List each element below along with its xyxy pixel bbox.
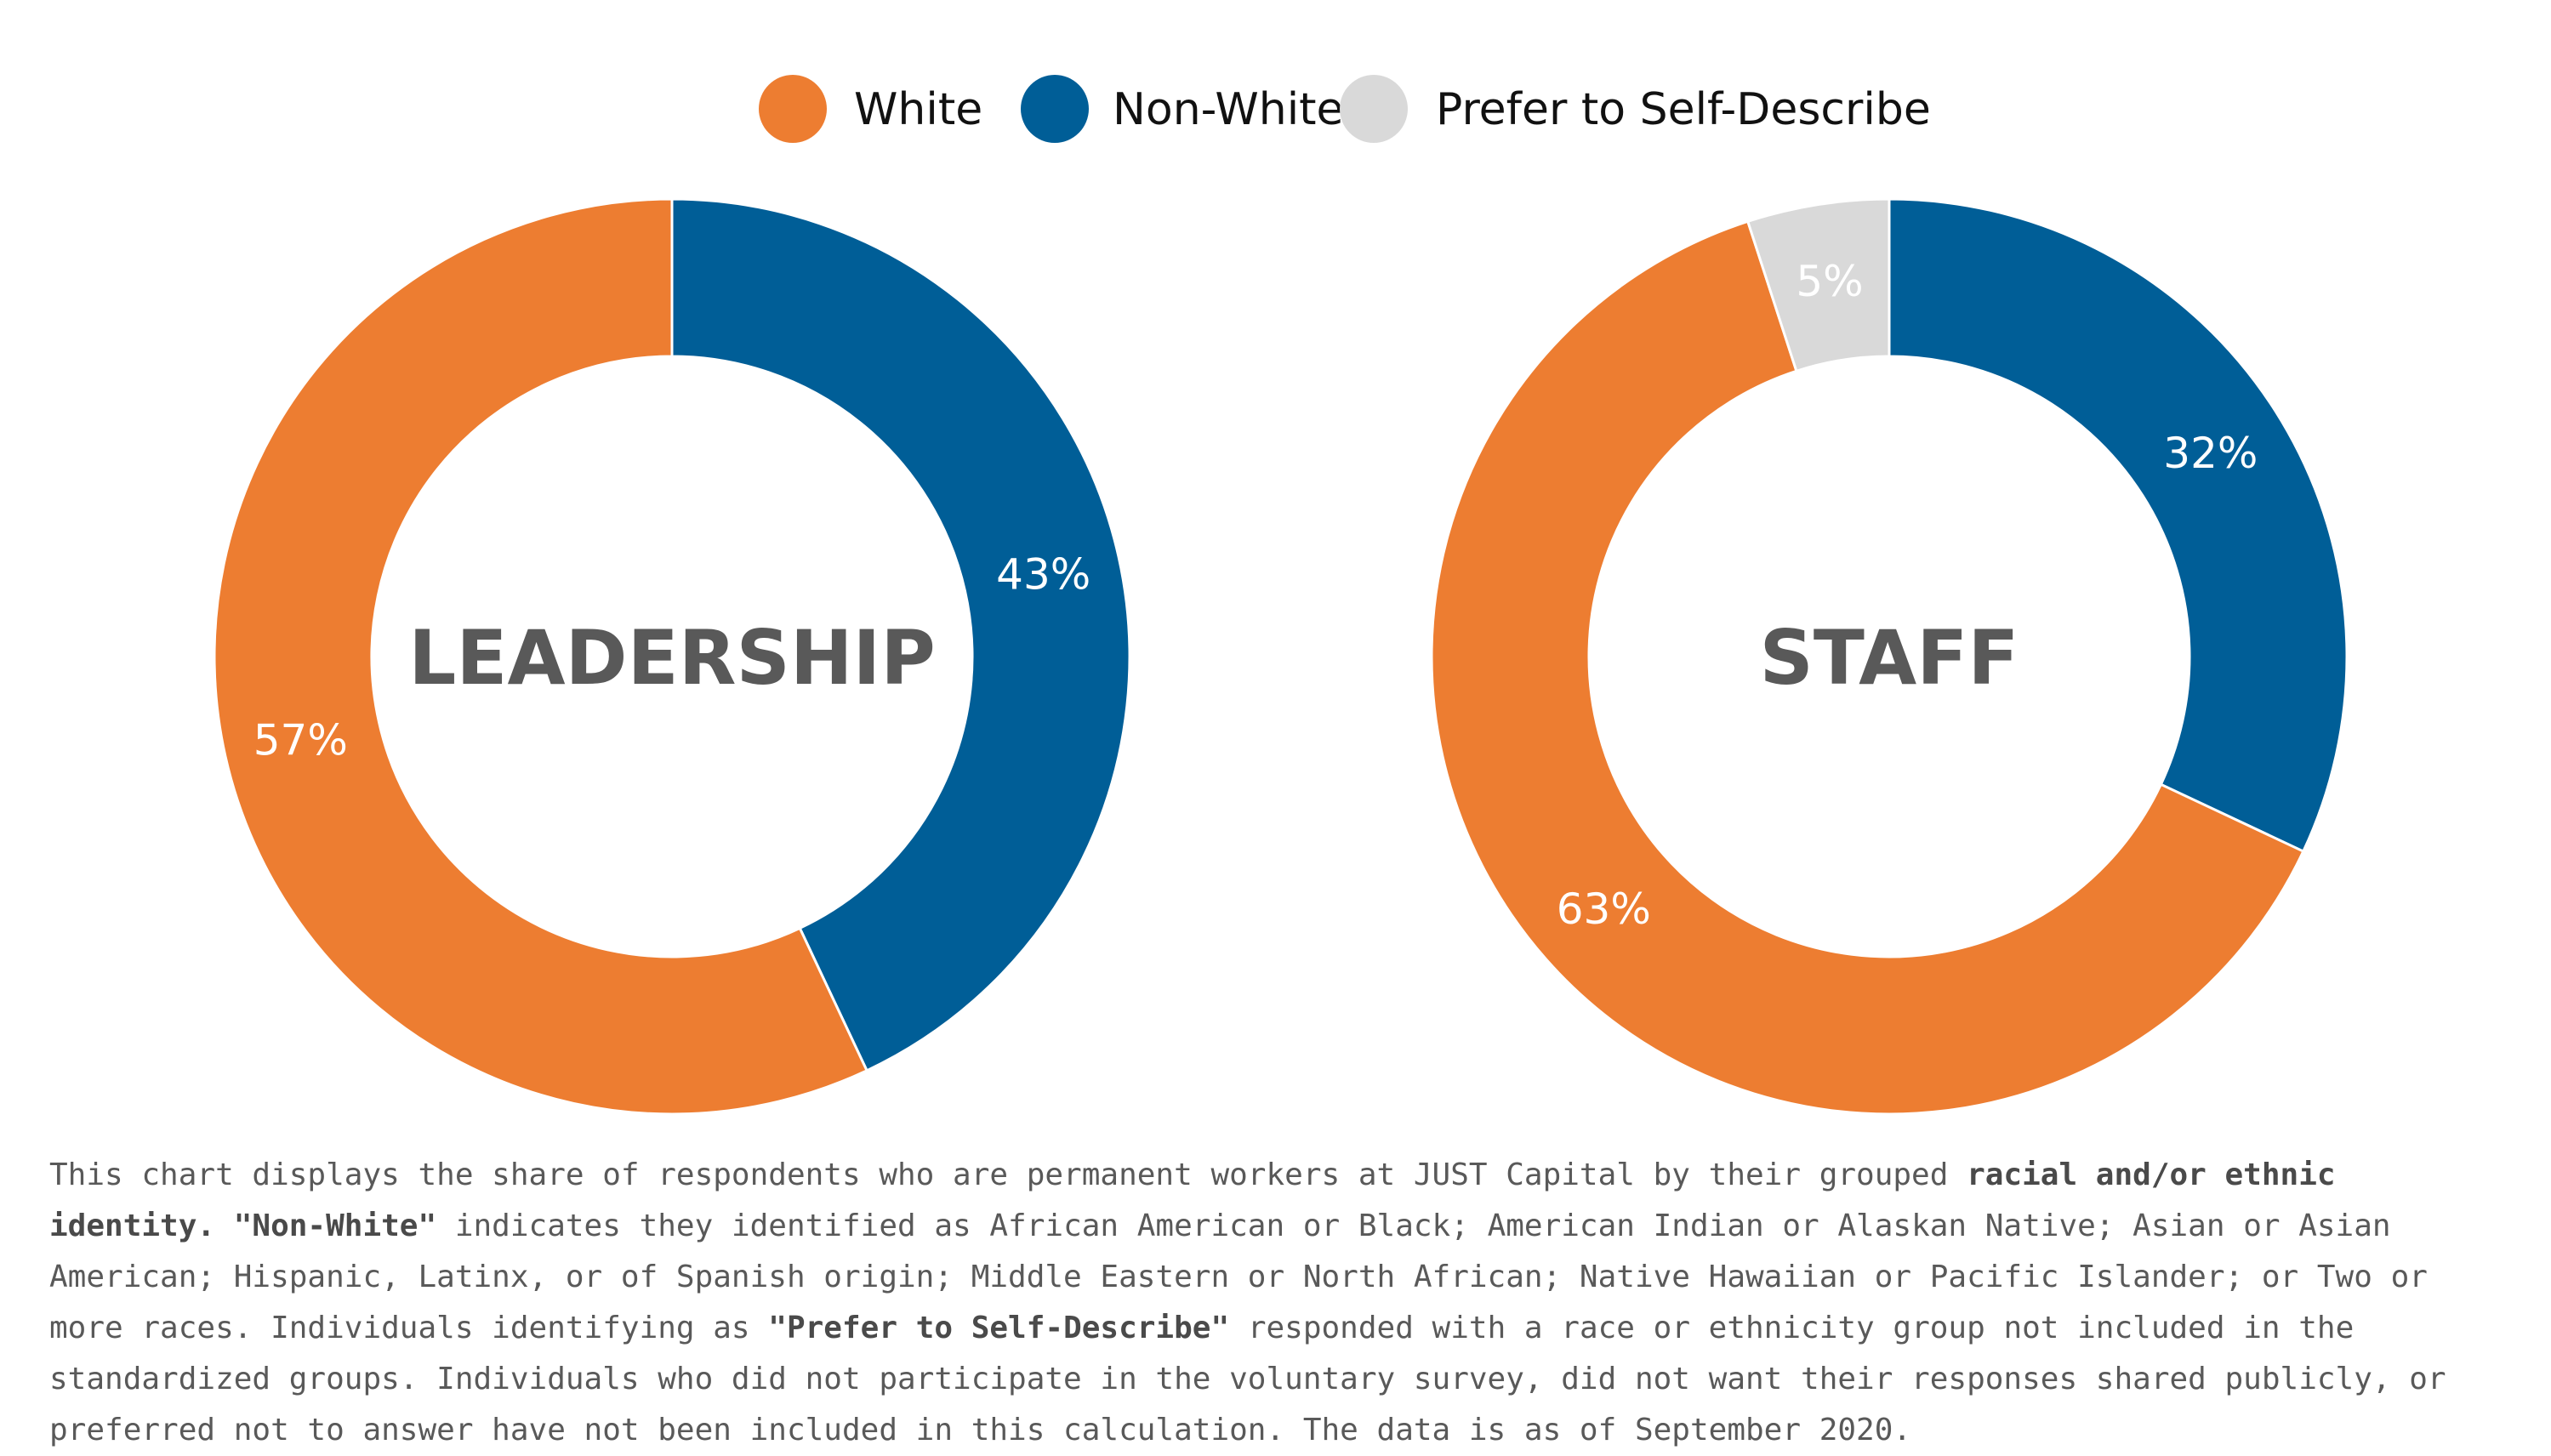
value-label-leadership-white: 57% (253, 716, 348, 765)
footnote-text-1: This chart displays the share of respond… (49, 1157, 1967, 1192)
value-label-staff-prefer-to-self-describe: 5% (1796, 257, 1863, 306)
slice-leadership-non-white (670, 197, 1131, 1072)
legend-label-white: White (854, 84, 982, 135)
legend-swatch-non-white (1021, 75, 1089, 143)
center-label-leadership: LEADERSHIP (408, 614, 935, 702)
footnote-bold-2: "Prefer to Self-Describe" (768, 1311, 1230, 1345)
charts: 43% 57% LEADERSHIP 32% 63% 5% STAFF (213, 197, 2349, 1116)
slice-staff-prefer-to-self-describe (1745, 197, 1891, 373)
legend-swatch-prefer-to-self-describe (1340, 75, 1408, 143)
slice-staff-non-white (1888, 197, 2349, 854)
legend: White Non-White Prefer to Self-Describe (759, 75, 1931, 143)
footnote-text-3: responded with a race or ethnicity group… (49, 1311, 2446, 1447)
center-label-staff: STAFF (1760, 614, 2019, 702)
slice-staff-white (1430, 219, 2305, 1116)
value-label-leadership-non-white: 43% (996, 549, 1090, 599)
donut-staff: 32% 63% 5% STAFF (1430, 197, 2349, 1116)
legend-label-non-white: Non-White (1113, 84, 1344, 135)
legend-swatch-white (759, 75, 827, 143)
footnote-bold-1: racial and/or ethnic identity. "Non-Whit… (49, 1157, 2336, 1243)
slice-leadership-white (213, 197, 869, 1116)
footnote-text-2: indicates they identified as African Ame… (49, 1209, 2428, 1345)
value-label-staff-white: 63% (1557, 884, 1651, 934)
legend-label-prefer-to-self-describe: Prefer to Self-Describe (1436, 84, 1931, 135)
value-label-staff-non-white: 32% (2163, 429, 2258, 478)
donut-leadership: 43% 57% LEADERSHIP (213, 197, 1131, 1116)
footnote: This chart displays the share of respond… (49, 1150, 2516, 1456)
